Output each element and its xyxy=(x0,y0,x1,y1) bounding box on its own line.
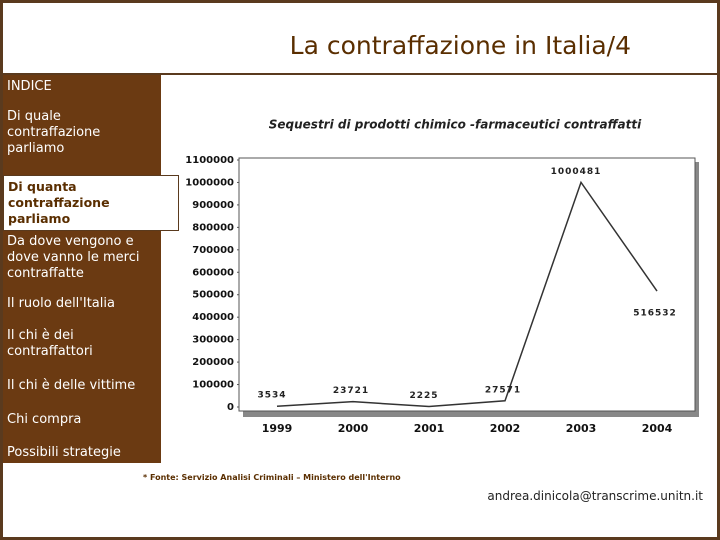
y-tick-label: 900000 xyxy=(192,200,234,211)
menu-item-active[interactable]: Di quanta contraffazione parliamo xyxy=(3,175,179,231)
y-tick-label: 700000 xyxy=(192,245,234,256)
x-tick-label: 2001 xyxy=(414,422,445,435)
menu-item[interactable]: Il chi è delle vittime xyxy=(7,378,136,393)
value-label: 3534 xyxy=(257,391,286,401)
sidebar: INDICE Di quale contraffazione parliamo … xyxy=(3,75,179,463)
y-tick-label: 1100000 xyxy=(185,155,234,166)
y-tick-label: 400000 xyxy=(192,312,234,323)
x-tick-label: 1999 xyxy=(262,422,293,435)
slide-title: La contraffazione in Italia/4 xyxy=(289,31,631,60)
menu-item[interactable]: Da dove vengono e dove vanno le merci co… xyxy=(7,234,140,281)
y-tick-label: 500000 xyxy=(192,290,234,301)
x-tick-label: 2003 xyxy=(566,422,597,435)
y-tick-label: 100000 xyxy=(192,380,234,391)
y-tick-label: 200000 xyxy=(192,357,234,368)
value-label: 1000481 xyxy=(551,167,602,177)
chart: Sequestri di prodotti chimico -farmaceut… xyxy=(185,118,699,435)
chart-title: Sequestri di prodotti chimico -farmaceut… xyxy=(269,118,642,132)
value-label: 27571 xyxy=(485,385,521,395)
value-label: 23721 xyxy=(333,386,369,396)
y-tick-label: 800000 xyxy=(192,222,234,233)
title-rule xyxy=(3,73,717,75)
y-tick-label: 600000 xyxy=(192,267,234,278)
menu-item[interactable]: Il chi è dei contraffattori xyxy=(7,328,93,359)
y-tick-label: 0 xyxy=(227,402,234,413)
plot-area xyxy=(238,157,696,412)
value-label: 516532 xyxy=(633,309,677,319)
line xyxy=(276,180,658,408)
menu-heading: INDICE xyxy=(7,79,52,94)
menu-item[interactable]: Possibili strategie xyxy=(7,445,121,460)
footnote: * Fonte: Servizio Analisi Criminali – Mi… xyxy=(143,473,401,482)
menu-item[interactable]: Chi compra xyxy=(7,412,82,427)
x-tick-label: 2004 xyxy=(642,422,673,435)
x-tick-label: 2002 xyxy=(490,422,521,435)
value-label: 2225 xyxy=(409,391,438,401)
x-tick-label: 2000 xyxy=(338,422,369,435)
y-tick-label: 1000000 xyxy=(185,177,234,188)
y-tick-label: 300000 xyxy=(192,335,234,346)
email: andrea.dinicola@transcrime.unitn.it xyxy=(487,489,703,503)
menu-item[interactable]: Il ruolo dell'Italia xyxy=(7,296,115,311)
menu-item[interactable]: Di quale contraffazione parliamo xyxy=(7,109,101,156)
